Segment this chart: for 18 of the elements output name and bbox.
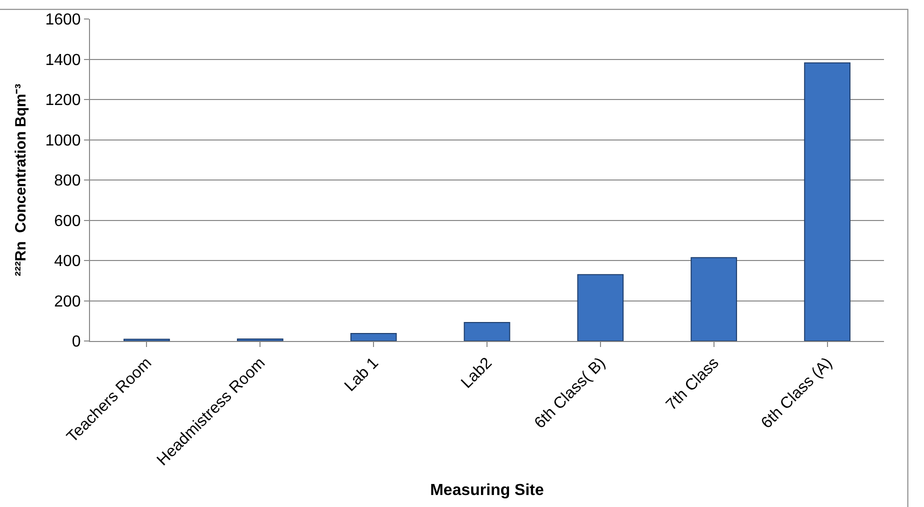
y-tick-label: 1000 xyxy=(45,132,81,150)
y-tick-label: 800 xyxy=(54,172,81,190)
y-tick-label: 200 xyxy=(54,293,81,310)
bar xyxy=(690,257,738,341)
y-tick-label: 0 xyxy=(72,334,81,351)
y-tick-label: 600 xyxy=(54,212,81,230)
y-tick-label: 1400 xyxy=(45,52,81,69)
y-axis-title: ²²²Rn Concentration Bqm⁻³ xyxy=(12,84,30,276)
bar xyxy=(577,274,624,341)
bar xyxy=(804,62,850,341)
bar xyxy=(236,338,284,341)
y-tick-label: 1200 xyxy=(45,92,81,110)
x-axis-title: Measuring Site xyxy=(430,482,544,499)
bar xyxy=(464,322,510,341)
y-tick-label: 400 xyxy=(54,253,81,270)
y-tick-label: 1600 xyxy=(45,12,81,29)
bar xyxy=(350,333,397,341)
x-tick-label: Lab 1 xyxy=(342,354,382,396)
